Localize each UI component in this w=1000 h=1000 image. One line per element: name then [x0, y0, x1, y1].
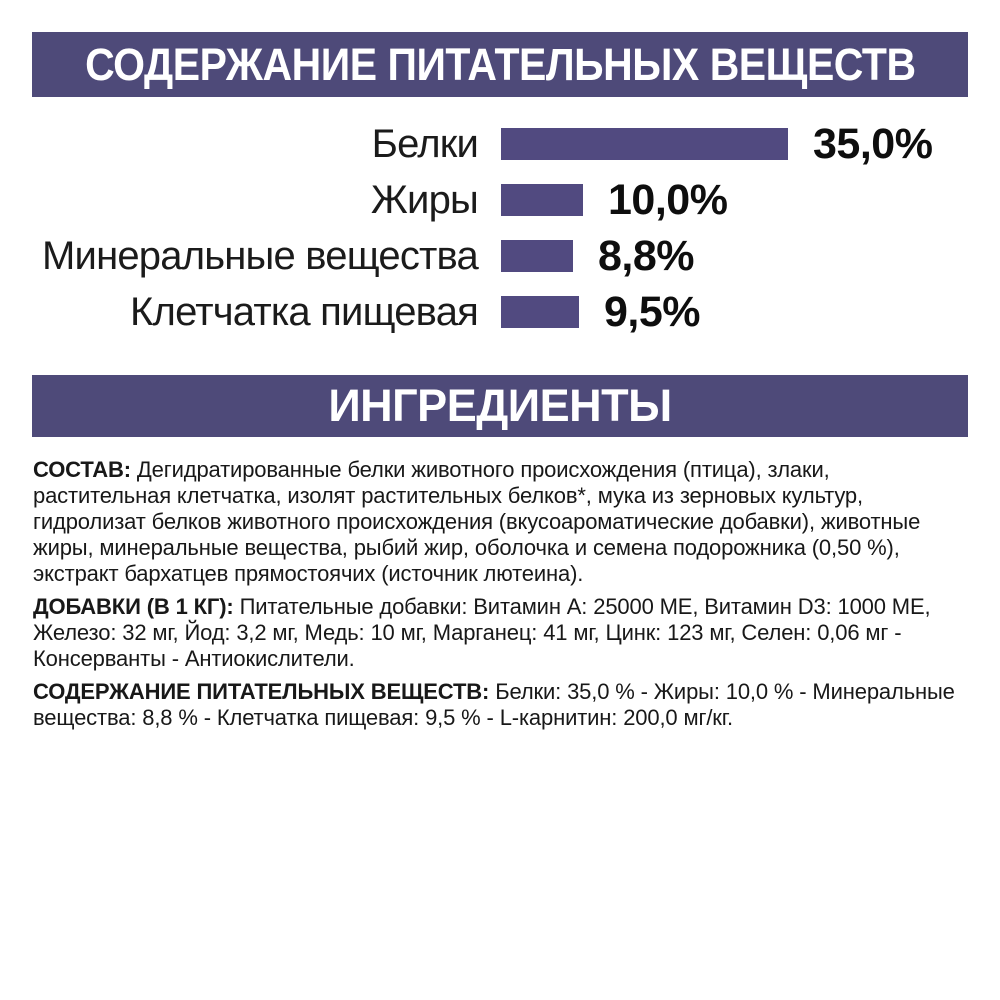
ingredients-banner-title: ИНГРЕДИЕНТЫ	[328, 380, 672, 431]
chart-bar-value: 8,8%	[598, 231, 695, 280]
additives-section-text: Питательные добавки: Витамин A: 25000 МЕ…	[33, 594, 931, 671]
chart-row-minerals: Минеральные вещества 8,8%	[0, 228, 1000, 284]
additives-section-label: ДОБАВКИ (В 1 КГ):	[33, 594, 234, 619]
chart-bar-label: Клетчатка пищевая	[130, 289, 479, 334]
chart-bar-value: 10,0%	[608, 175, 728, 224]
chart-row-proteins: Белки 35,0%	[0, 116, 1000, 172]
nutrient-bar-chart: Белки 35,0% Жиры 10,0% Минеральные вещес…	[0, 116, 1000, 340]
chart-row-fats: Жиры 10,0%	[0, 172, 1000, 228]
chart-bar-label: Жиры	[370, 177, 479, 222]
composition-section-label: СОСТАВ:	[33, 457, 131, 482]
additives-section: ДОБАВКИ (В 1 КГ): Питательные добавки: Ви…	[33, 594, 971, 672]
nutrition-content-banner-title: СОДЕРЖАНИЕ ПИТАТЕЛЬНЫХ ВЕЩЕСТВ	[84, 38, 916, 90]
chart-bar-label: Минеральные вещества	[42, 233, 479, 278]
chart-bar	[501, 128, 788, 160]
nutrient-content-section-text: Белки: 35,0 % - Жиры: 10,0 % - Минеральн…	[33, 679, 955, 730]
ingredients-banner: ИНГРЕДИЕНТЫ	[32, 375, 968, 437]
chart-bar	[501, 184, 583, 216]
nutrient-content-section-label: СОДЕРЖАНИЕ ПИТАТЕЛЬНЫХ ВЕЩЕСТВ:	[33, 679, 490, 704]
chart-bar	[501, 240, 573, 272]
chart-row-fiber: Клетчатка пищевая 9,5%	[0, 284, 1000, 340]
chart-bar-value: 9,5%	[604, 287, 701, 336]
chart-bar	[501, 296, 579, 328]
composition-section: СОСТАВ: Дегидратированные белки животного…	[33, 457, 971, 587]
ingredients-text-block: СОСТАВ: Дегидратированные белки животного…	[33, 457, 971, 738]
nutrient-content-section: СОДЕРЖАНИЕ ПИТАТЕЛЬНЫХ ВЕЩЕСТВ: Белки: 35…	[33, 679, 971, 731]
composition-section-text: Дегидратированные белки животного происх…	[33, 457, 921, 586]
nutrition-content-banner: СОДЕРЖАНИЕ ПИТАТЕЛЬНЫХ ВЕЩЕСТВ	[32, 32, 968, 97]
chart-bar-label: Белки	[371, 121, 479, 166]
chart-bar-value: 35,0%	[813, 119, 933, 168]
